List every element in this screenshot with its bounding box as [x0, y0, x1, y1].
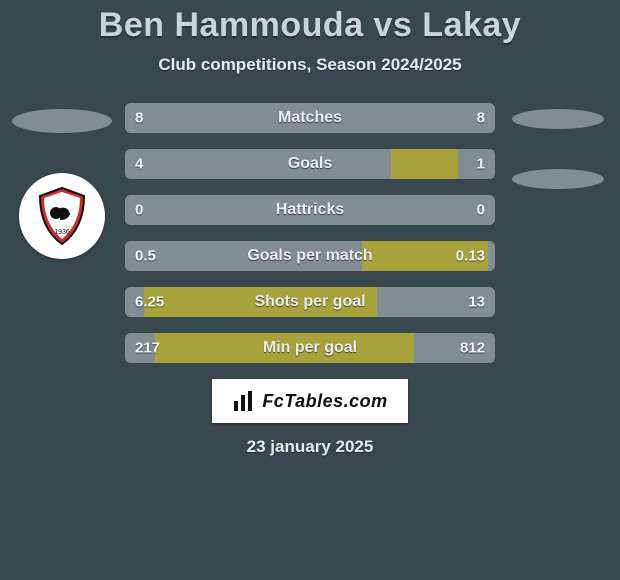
bar-chart-icon	[232, 389, 256, 413]
stat-value-right: 8	[477, 110, 485, 127]
stat-value-left: 4	[135, 156, 143, 173]
left-player-col: 1936	[7, 103, 117, 259]
stat-label: Hattricks	[276, 201, 344, 219]
stat-value-right: 0.13	[456, 248, 485, 265]
stat-value-left: 0	[135, 202, 143, 219]
stat-value-right: 0	[477, 202, 485, 219]
source-logo: FcTables.com	[212, 379, 407, 423]
bar-left-fill	[125, 149, 391, 179]
stat-label: Shots per goal	[254, 293, 365, 311]
stat-row: Hattricks 0 0	[125, 195, 495, 225]
stat-row: Shots per goal 6.25 13	[125, 287, 495, 317]
stat-label: Matches	[278, 109, 342, 127]
footer: FcTables.com 23 january 2025	[0, 379, 620, 457]
subtitle: Club competitions, Season 2024/2025	[0, 55, 620, 75]
stat-value-left: 8	[135, 110, 143, 127]
club-badge-left: 1936	[19, 173, 105, 259]
stat-value-left: 217	[135, 340, 160, 357]
page-title: Ben Hammouda vs Lakay	[0, 6, 620, 45]
club-badge-placeholder	[512, 169, 604, 189]
stats-bars: Matches 8 8 Goals 4 1 Hattricks 0 0 Goals per mat…	[125, 103, 495, 363]
stat-row: Min per goal 217 812	[125, 333, 495, 363]
right-player-col	[503, 103, 613, 189]
comparison-card: Ben Hammouda vs Lakay Club competitions,…	[0, 0, 620, 457]
svg-text:1936: 1936	[54, 229, 70, 236]
stat-row: Goals per match 0.5 0.13	[125, 241, 495, 271]
stat-value-left: 0.5	[135, 248, 156, 265]
club-crest-icon: 1936	[30, 184, 94, 248]
stat-label: Min per goal	[263, 339, 357, 357]
stat-value-left: 6.25	[135, 294, 164, 311]
stat-label: Goals	[288, 155, 332, 173]
stat-value-right: 1	[477, 156, 485, 173]
player-photo-placeholder	[12, 109, 112, 133]
bar-right-fill	[488, 241, 495, 271]
date-label: 23 january 2025	[247, 437, 374, 457]
stat-row: Matches 8 8	[125, 103, 495, 133]
player-photo-placeholder	[512, 109, 604, 129]
source-logo-text: FcTables.com	[262, 391, 387, 412]
main-row: 1936 Matches 8 8 Goals 4 1 Hattricks 0 0 Goals pe…	[0, 103, 620, 363]
stat-value-right: 13	[468, 294, 485, 311]
stat-value-right: 812	[460, 340, 485, 357]
stat-row: Goals 4 1	[125, 149, 495, 179]
stat-label: Goals per match	[247, 247, 372, 265]
